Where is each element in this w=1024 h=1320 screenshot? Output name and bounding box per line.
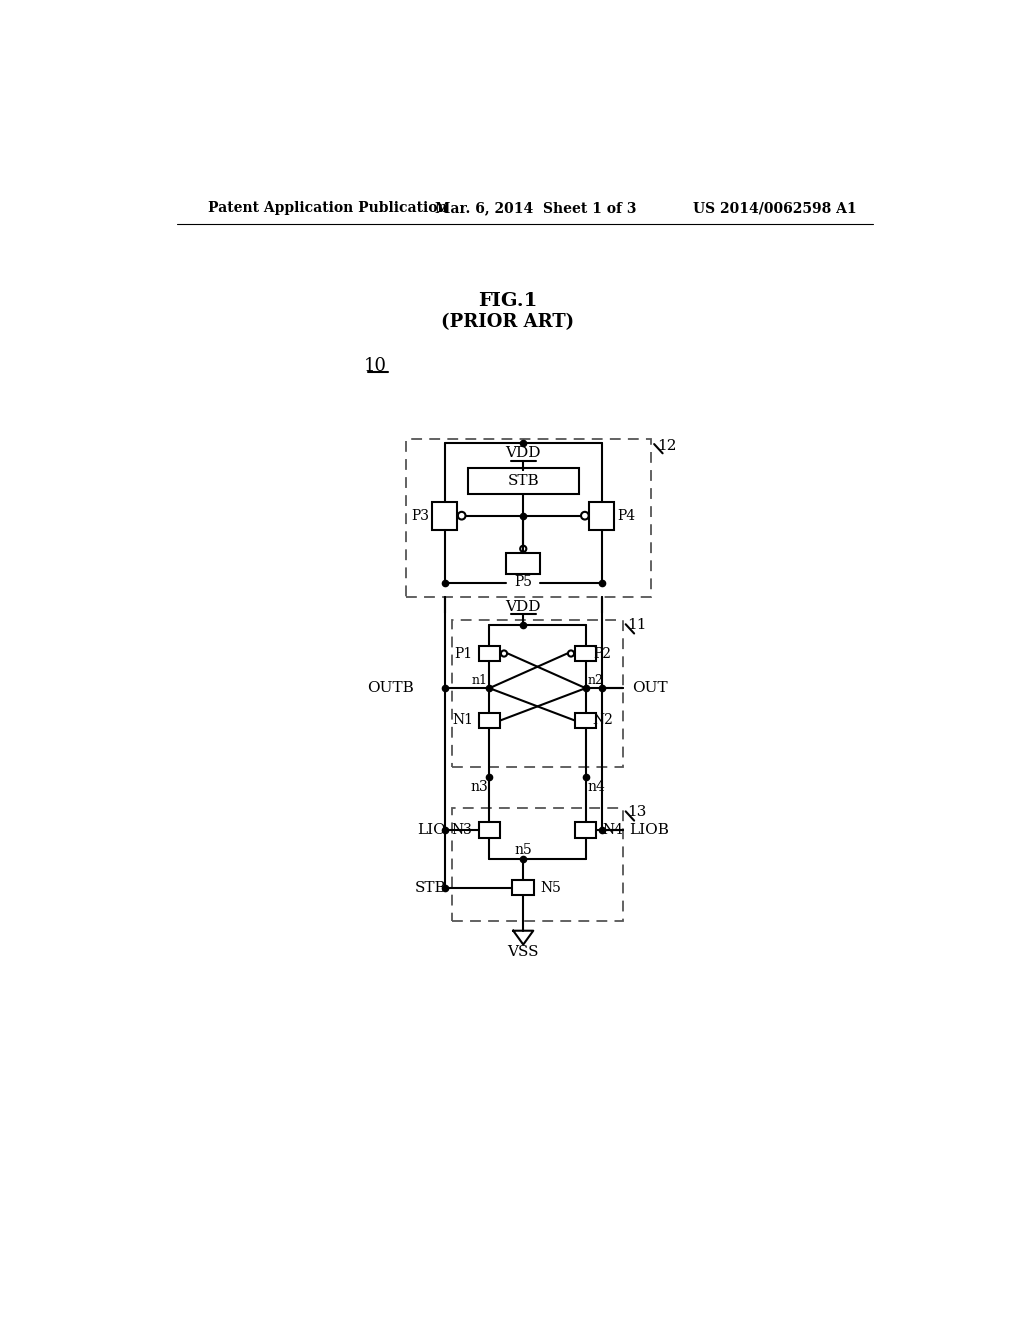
Bar: [506, 553, 541, 574]
Text: n5: n5: [514, 843, 532, 857]
Bar: [453, 808, 624, 921]
Text: OUT: OUT: [633, 681, 669, 696]
Text: P4: P4: [617, 508, 636, 523]
Bar: [468, 469, 579, 494]
Text: P1: P1: [454, 647, 472, 660]
Text: P3: P3: [411, 508, 429, 523]
Text: n3: n3: [470, 780, 487, 793]
Bar: [478, 645, 500, 661]
Text: VSS: VSS: [508, 945, 539, 960]
Text: Mar. 6, 2014  Sheet 1 of 3: Mar. 6, 2014 Sheet 1 of 3: [435, 202, 636, 215]
Text: LIOB: LIOB: [630, 822, 670, 837]
Text: P2: P2: [594, 647, 611, 660]
Bar: [574, 645, 596, 661]
Text: VDD: VDD: [506, 446, 541, 461]
Text: STB: STB: [508, 474, 539, 488]
Text: n1: n1: [472, 675, 487, 686]
Text: n4: n4: [587, 780, 605, 793]
Bar: [512, 880, 535, 895]
Text: OUTB: OUTB: [368, 681, 414, 696]
Text: FIG.1: FIG.1: [478, 292, 538, 310]
Text: n2: n2: [587, 675, 603, 686]
Text: 11: 11: [628, 618, 647, 632]
Bar: [407, 440, 651, 598]
Text: 13: 13: [628, 805, 647, 820]
Bar: [574, 713, 596, 729]
Text: N3: N3: [452, 822, 472, 837]
Text: N4: N4: [602, 822, 624, 837]
Text: US 2014/0062598 A1: US 2014/0062598 A1: [692, 202, 856, 215]
Text: N1: N1: [453, 714, 474, 727]
Text: P5: P5: [514, 576, 532, 589]
Bar: [432, 502, 457, 529]
Bar: [574, 822, 596, 838]
Text: STB: STB: [415, 880, 446, 895]
Bar: [478, 713, 500, 729]
Bar: [453, 620, 624, 767]
Bar: [478, 822, 500, 838]
Bar: [590, 502, 614, 529]
Text: (PRIOR ART): (PRIOR ART): [441, 313, 574, 330]
Text: Patent Application Publication: Patent Application Publication: [208, 202, 447, 215]
Text: LIO: LIO: [418, 822, 446, 837]
Text: 10: 10: [364, 358, 387, 375]
Text: VDD: VDD: [506, 599, 541, 614]
Text: 12: 12: [656, 438, 676, 453]
Text: N5: N5: [541, 880, 561, 895]
Text: N2: N2: [592, 714, 613, 727]
